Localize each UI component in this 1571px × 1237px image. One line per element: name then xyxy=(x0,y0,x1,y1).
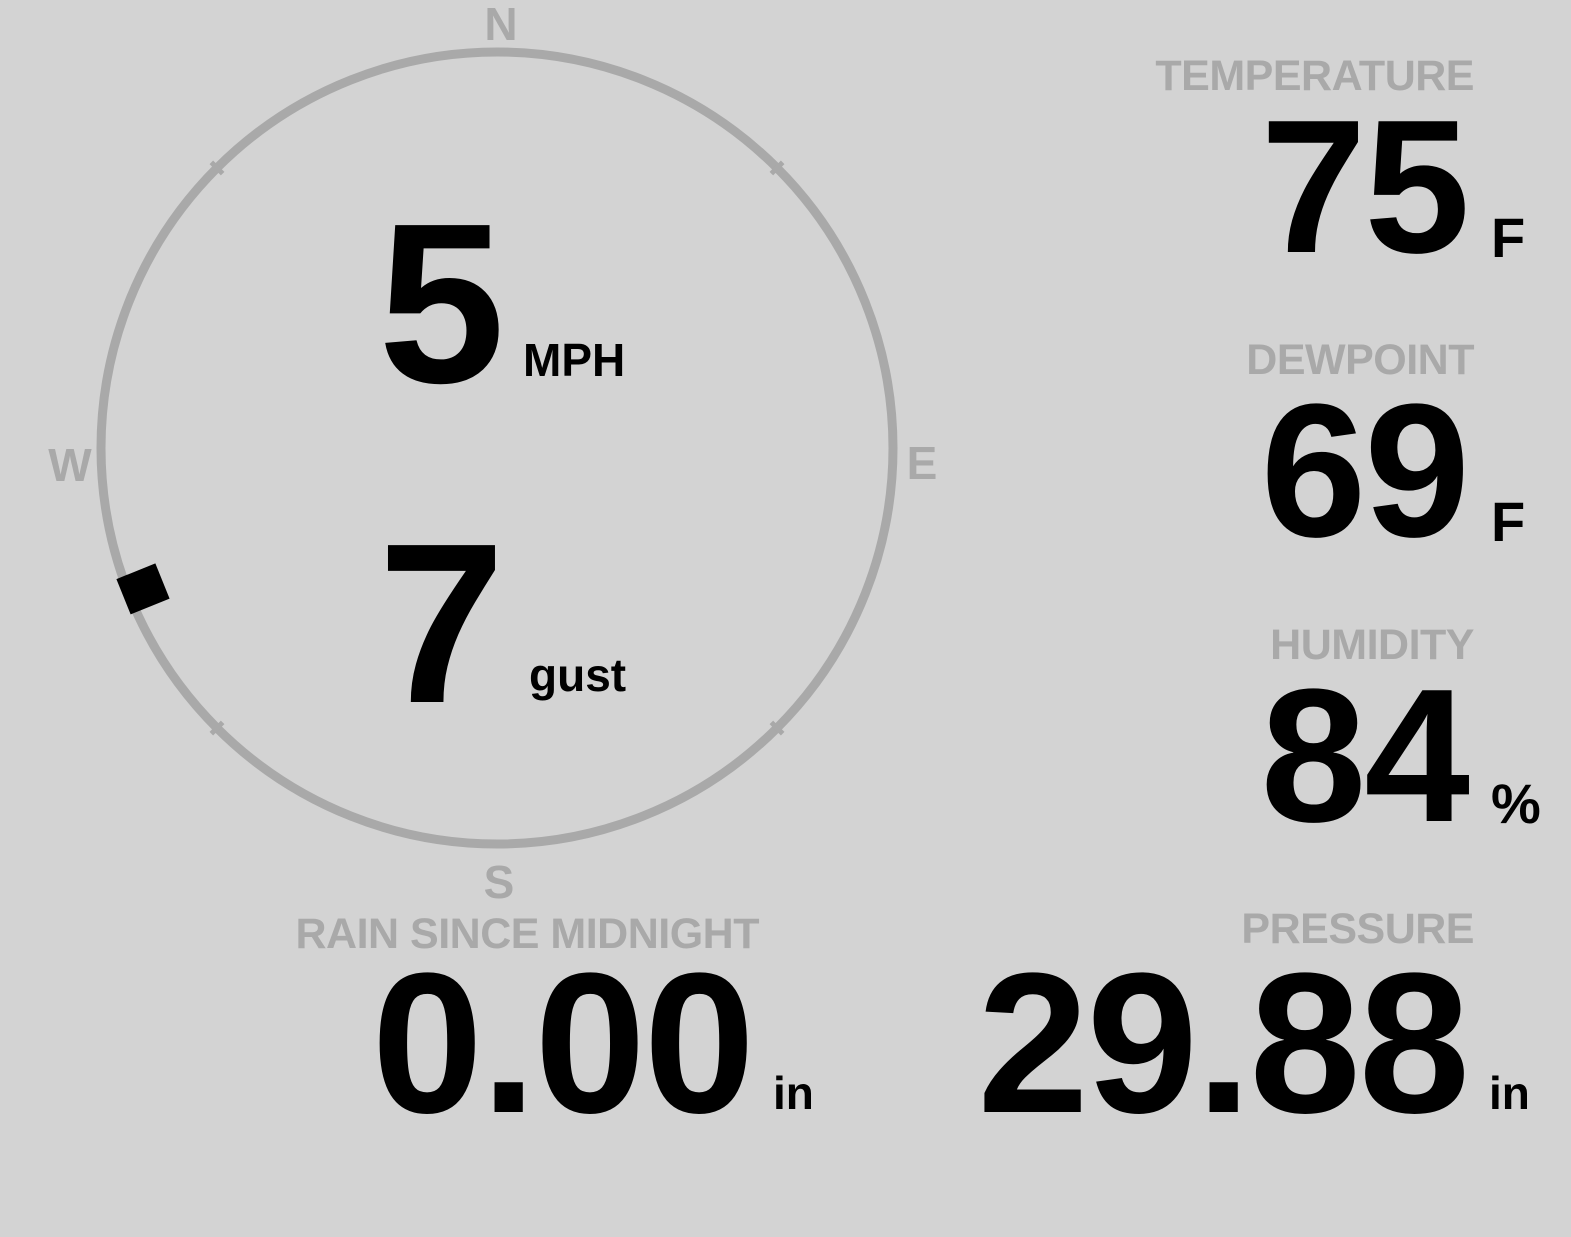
pressure-label: PRESSURE xyxy=(1241,905,1474,953)
compass-east: E xyxy=(906,437,938,489)
dewpoint-label: DEWPOINT xyxy=(1246,336,1474,384)
wind-speed-value: 5 xyxy=(378,177,505,431)
compass-tick xyxy=(769,160,785,176)
compass-north: N xyxy=(484,0,518,50)
temperature-unit: F xyxy=(1491,206,1526,269)
pressure-value: 29.88 xyxy=(977,932,1470,1155)
compass-ring xyxy=(96,47,898,849)
temperature-value: 75 xyxy=(1260,81,1470,293)
rain-label: RAIN SINCE MIDNIGHT xyxy=(295,910,760,958)
humidity-value: 84 xyxy=(1260,650,1470,862)
rain-value: 0.00 xyxy=(371,932,755,1155)
dewpoint-unit: F xyxy=(1491,490,1526,553)
dewpoint-value: 69 xyxy=(1260,365,1470,577)
wind-gust-value: 7 xyxy=(378,497,505,751)
compass-tick xyxy=(769,720,785,736)
wind-speed-unit: MPH xyxy=(523,334,626,386)
wind-compass xyxy=(96,47,898,849)
compass-tick xyxy=(209,720,225,736)
pressure-unit: in xyxy=(1489,1067,1530,1119)
wind-direction-marker xyxy=(116,563,170,615)
compass-south: S xyxy=(483,856,515,908)
temperature-label: TEMPERATURE xyxy=(1155,52,1474,100)
humidity-label: HUMIDITY xyxy=(1270,621,1474,669)
compass-tick xyxy=(209,160,225,176)
wind-gust-unit: gust xyxy=(529,649,627,701)
compass-west: W xyxy=(48,439,92,491)
rain-unit: in xyxy=(773,1067,814,1119)
humidity-unit: % xyxy=(1491,772,1541,835)
